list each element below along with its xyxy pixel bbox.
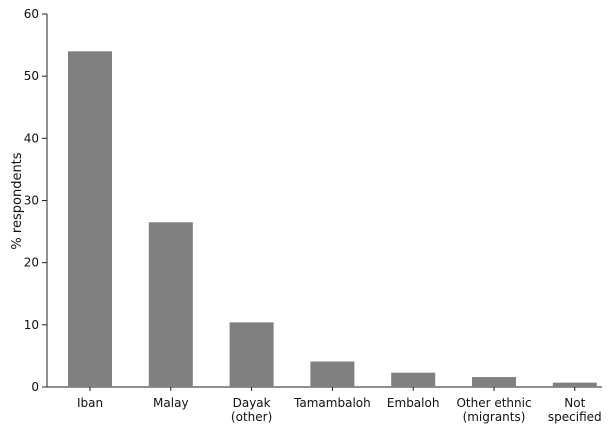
bar <box>472 377 516 387</box>
bar <box>229 322 274 387</box>
x-tick-label-line: Embaloh <box>387 396 440 410</box>
x-tick-label: Not specified <box>548 396 602 424</box>
x-tick-label: Iban <box>77 396 103 410</box>
x-tick-label: Embaloh <box>387 396 440 410</box>
x-tick-label: Dayak (other) <box>231 396 272 424</box>
bar <box>391 372 436 387</box>
y-tick-label: 60 <box>24 7 39 21</box>
x-tick-label-line: (migrants) <box>463 410 526 424</box>
y-tick-label: 10 <box>24 318 39 332</box>
bar <box>310 361 355 387</box>
y-ticks: 0 10 20 30 40 50 60 <box>24 7 47 394</box>
x-tick-label-line: Not <box>564 396 585 410</box>
x-tick-label-line: specified <box>548 410 602 424</box>
x-tick-label-line: Dayak <box>233 396 271 410</box>
x-tick-label: Other ethnic (migrants) <box>456 396 531 424</box>
y-tick-label: 0 <box>31 380 39 394</box>
x-tick-label-line: Other ethnic <box>456 396 531 410</box>
x-tick-label-line: Iban <box>77 396 103 410</box>
bar <box>68 51 112 388</box>
bar <box>148 222 193 387</box>
y-tick-label: 40 <box>24 131 39 145</box>
y-axis-title: % respondents <box>10 152 25 249</box>
x-tick-label: Malay <box>153 396 189 410</box>
bar <box>552 382 597 387</box>
y-tick-label: 30 <box>24 194 39 208</box>
x-tick-label-line: (other) <box>231 410 272 424</box>
x-labels: Iban Malay Dayak (other) Tamambaloh Embaloh Ot… <box>77 387 602 424</box>
x-tick-label: Tamambaloh <box>293 396 371 410</box>
y-tick-label: 20 <box>24 256 39 270</box>
x-tick-label-line: Malay <box>153 396 189 410</box>
bars <box>68 51 597 388</box>
y-tick-label: 50 <box>24 69 39 83</box>
x-tick-label-line: Tamambaloh <box>293 396 371 410</box>
